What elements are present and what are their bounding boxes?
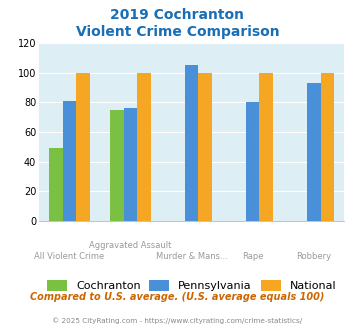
Text: Aggravated Assault: Aggravated Assault [89,241,172,249]
Bar [76,73,90,221]
Bar [198,73,212,221]
Bar [321,73,334,221]
Text: Rape: Rape [242,252,263,261]
Text: Murder & Mans...: Murder & Mans... [156,252,228,261]
Bar [124,108,137,221]
Text: 2019 Cochranton: 2019 Cochranton [110,8,245,22]
Text: © 2025 CityRating.com - https://www.cityrating.com/crime-statistics/: © 2025 CityRating.com - https://www.city… [53,317,302,324]
Text: Compared to U.S. average. (U.S. average equals 100): Compared to U.S. average. (U.S. average … [30,292,325,302]
Bar [49,148,63,221]
Legend: Cochranton, Pennsylvania, National: Cochranton, Pennsylvania, National [47,280,336,291]
Text: All Violent Crime: All Violent Crime [34,252,105,261]
Text: Robbery: Robbery [296,252,331,261]
Text: Violent Crime Comparison: Violent Crime Comparison [76,25,279,39]
Bar [260,73,273,221]
Bar [110,110,124,221]
Bar [137,73,151,221]
Bar [185,65,198,221]
Bar [246,102,260,221]
Bar [307,83,321,221]
Bar [63,101,76,221]
